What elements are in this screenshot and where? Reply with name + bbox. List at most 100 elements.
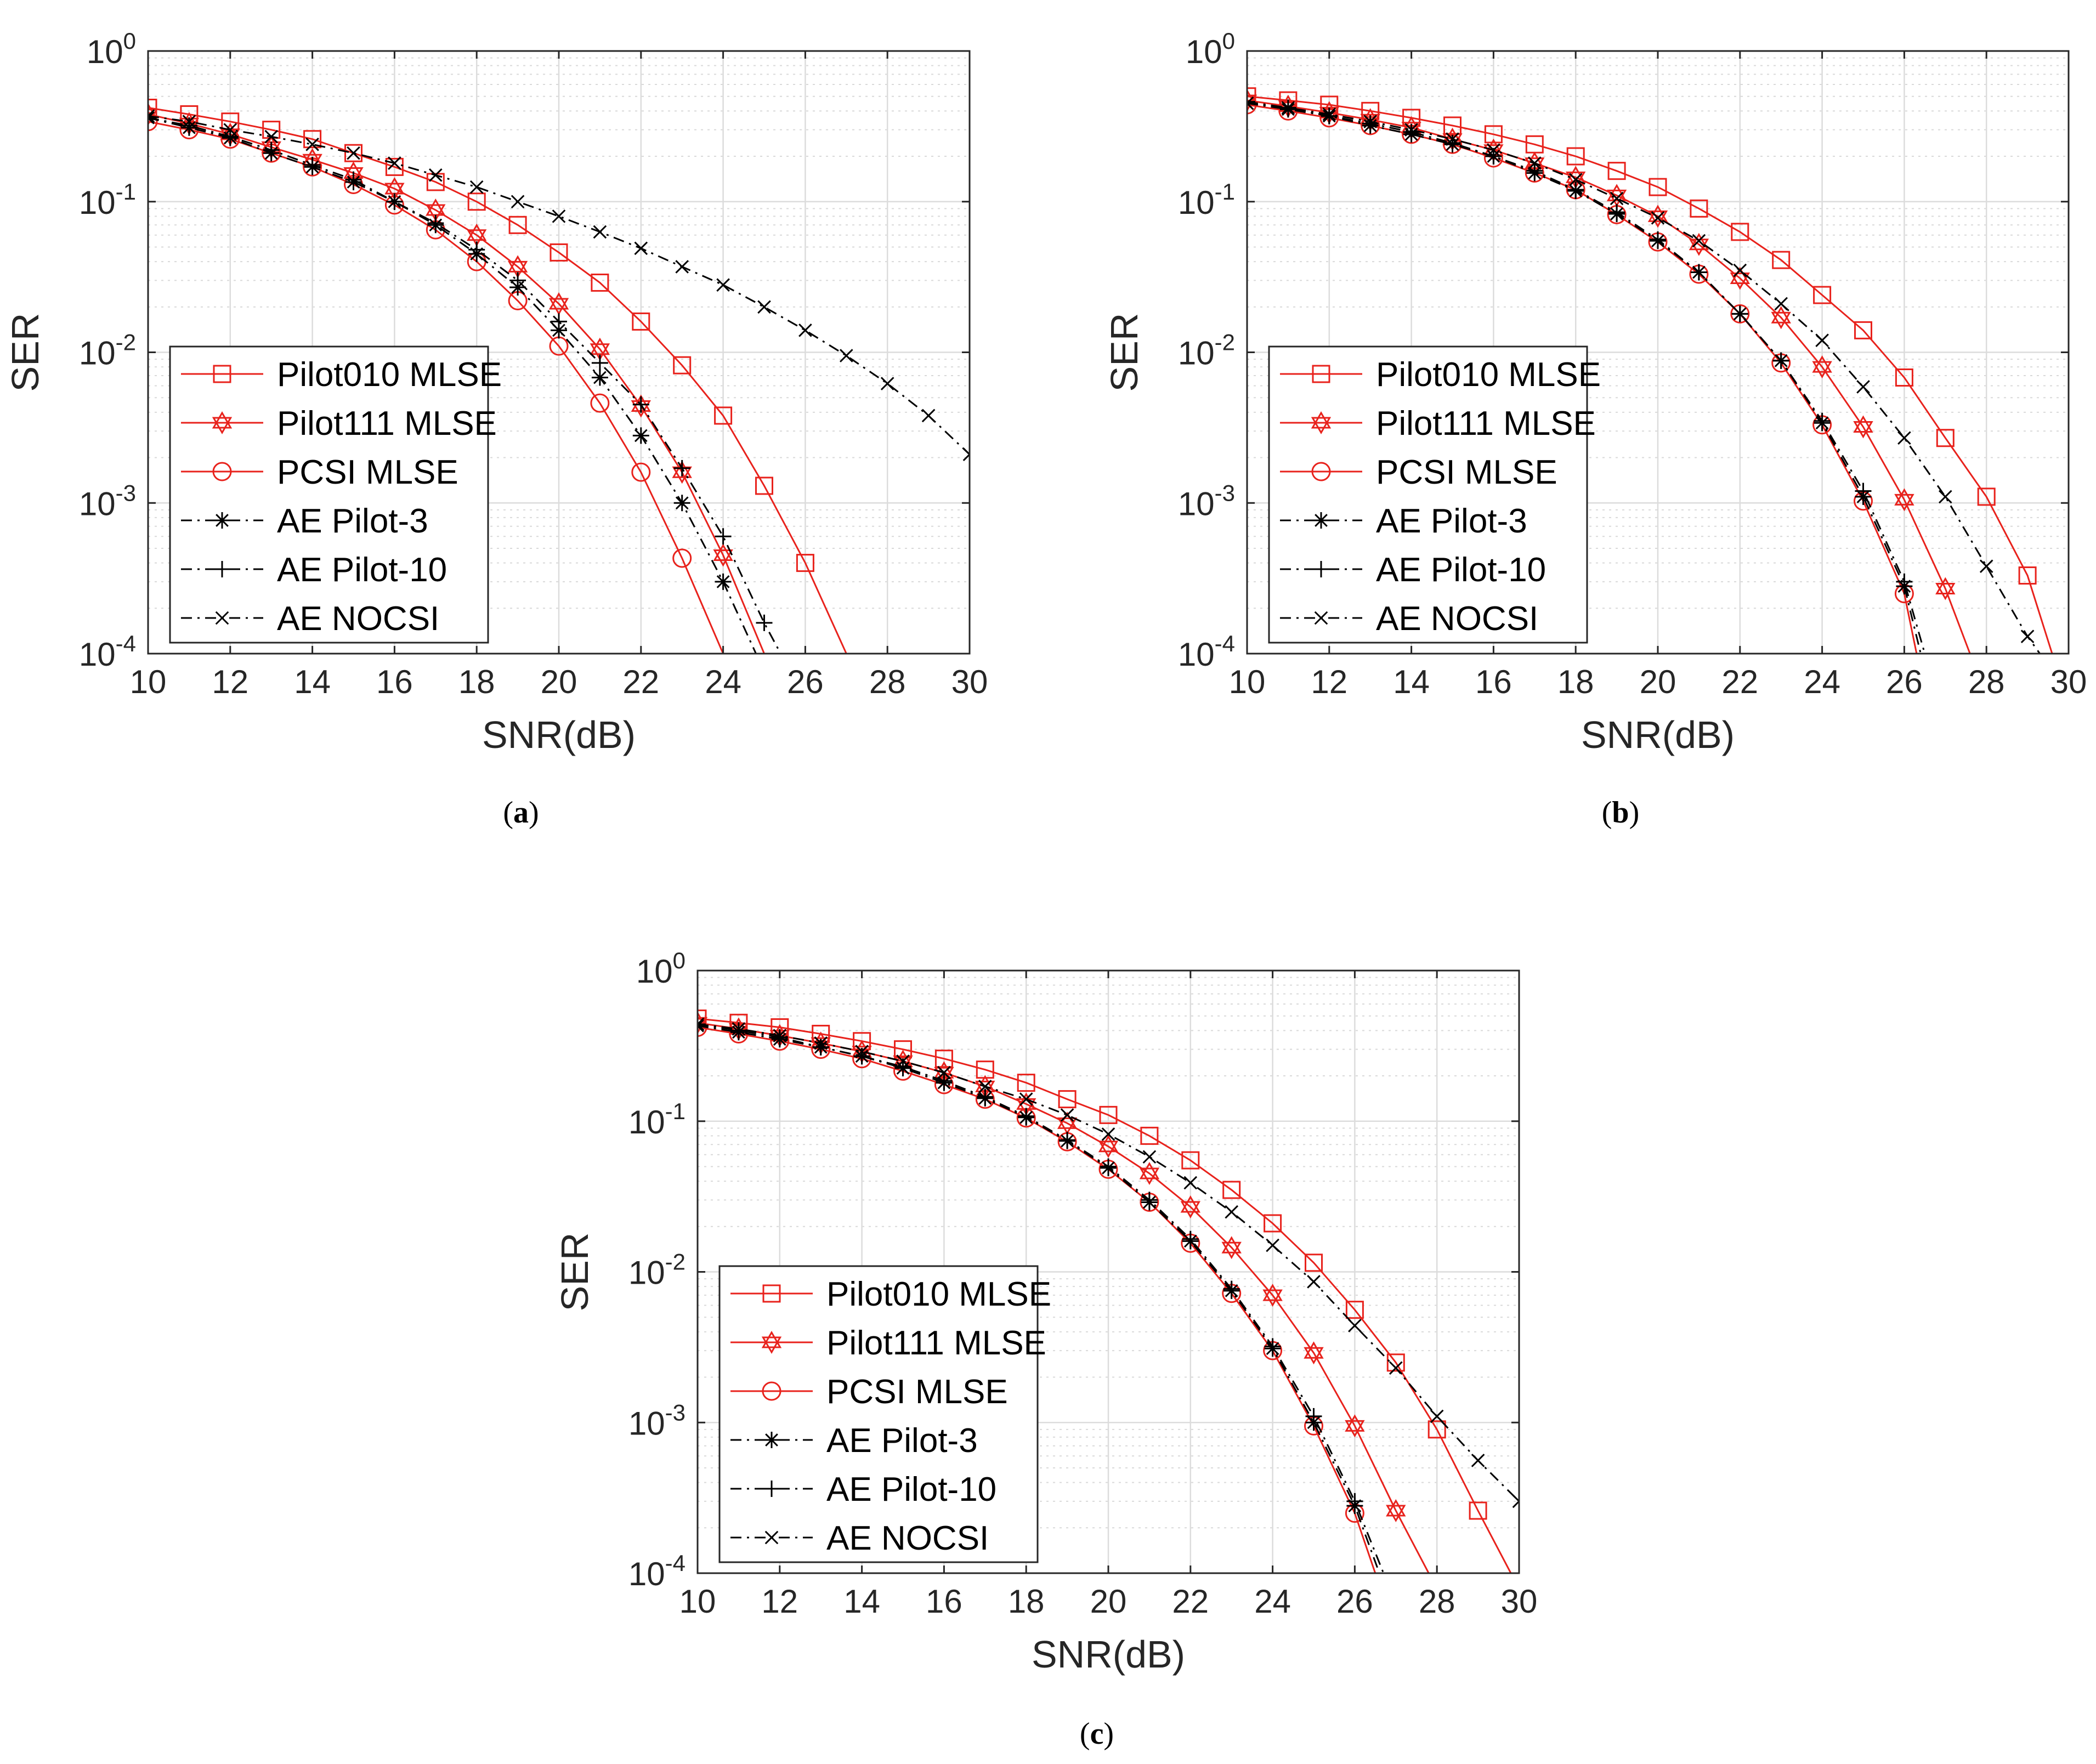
legend-label: AE Pilot-10 bbox=[277, 551, 447, 589]
data-point-x bbox=[798, 324, 812, 337]
data-point-x bbox=[305, 137, 319, 151]
legend-marker-x bbox=[764, 1530, 779, 1545]
legend-label: AE NOCSI bbox=[826, 1519, 989, 1557]
data-point-square bbox=[1936, 429, 1955, 447]
x-tick-label: 14 bbox=[1393, 663, 1430, 700]
data-point-square bbox=[591, 273, 609, 292]
data-point-star bbox=[467, 223, 487, 247]
data-point-plus bbox=[180, 117, 197, 134]
data-point-square bbox=[1140, 1126, 1159, 1145]
data-point-plus bbox=[1182, 1230, 1199, 1247]
legend-entry: AE Pilot-3 bbox=[181, 502, 428, 540]
legend-entry: AE NOCSI bbox=[1280, 600, 1538, 638]
data-point-square bbox=[1772, 251, 1791, 269]
legend-label: PCSI MLSE bbox=[826, 1373, 1008, 1411]
legend-label: AE Pilot-10 bbox=[826, 1471, 996, 1508]
panel-caption: (a) bbox=[503, 796, 539, 830]
legend-entry: AE NOCSI bbox=[181, 600, 439, 638]
data-point-plus bbox=[1526, 162, 1543, 179]
data-point-x bbox=[1446, 132, 1459, 146]
series-group bbox=[698, 1009, 1519, 1573]
data-point-x bbox=[855, 1045, 869, 1059]
data-point-x bbox=[1856, 380, 1870, 394]
data-point-square bbox=[1427, 1420, 1446, 1439]
data-point-x bbox=[1322, 107, 1336, 121]
data-point-plus bbox=[1772, 352, 1789, 369]
data-point-x bbox=[1363, 115, 1378, 129]
data-point-plus bbox=[345, 171, 362, 188]
legend: Pilot010 MLSE Pilot111 MLSE PCSI MLSE AE Pi… bbox=[718, 1265, 1051, 1563]
data-point-star bbox=[590, 337, 610, 361]
data-point-star bbox=[1853, 415, 1873, 439]
data-point-plus bbox=[148, 109, 156, 126]
data-point-square bbox=[1649, 178, 1667, 196]
x-tick-label: 28 bbox=[869, 663, 906, 700]
legend: Pilot010 MLSE Pilot111 MLSE PCSI MLSE AE Pi… bbox=[169, 345, 502, 644]
legend-label: AE Pilot-3 bbox=[826, 1422, 978, 1460]
data-point-square bbox=[550, 243, 568, 262]
data-point-x bbox=[1897, 431, 1911, 445]
data-point-star bbox=[1812, 355, 1832, 379]
data-point-star bbox=[1057, 1111, 1078, 1135]
data-point-plus bbox=[1223, 1280, 1240, 1297]
chart-panel-b: 10 12 14 16 18 20 22 24 26 28 30 100 10-1 10-2 10-3 10-… bbox=[1103, 28, 2087, 830]
data-point-plus bbox=[591, 354, 608, 371]
data-point-x bbox=[388, 156, 401, 170]
data-point-circle bbox=[590, 393, 610, 413]
legend-entry: Pilot010 MLSE bbox=[730, 1275, 1051, 1313]
legend-entry: PCSI MLSE bbox=[1280, 453, 1557, 491]
legend-entry: AE Pilot-10 bbox=[730, 1471, 996, 1508]
data-point-plus bbox=[1444, 134, 1461, 151]
data-point-square bbox=[1690, 199, 1708, 218]
data-point-x bbox=[1247, 96, 1254, 110]
data-point-x bbox=[698, 1017, 705, 1031]
x-tick-label: 28 bbox=[1419, 1583, 1455, 1620]
data-point-plus bbox=[1731, 305, 1748, 322]
data-point-x bbox=[511, 195, 525, 209]
data-point-asterisk bbox=[673, 495, 690, 512]
data-point-x bbox=[1183, 1176, 1198, 1190]
x-tick-label: 10 bbox=[1229, 663, 1266, 700]
x-tick-label: 14 bbox=[843, 1583, 880, 1620]
data-point-x bbox=[593, 225, 607, 239]
legend-label: Pilot010 MLSE bbox=[826, 1275, 1051, 1313]
data-point-plus bbox=[673, 460, 690, 477]
x-tick-label: 18 bbox=[1557, 663, 1594, 700]
data-point-plus bbox=[1567, 181, 1584, 198]
series-line bbox=[698, 1025, 1380, 1573]
x-tick-label: 22 bbox=[1721, 663, 1758, 700]
legend-entry: PCSI MLSE bbox=[181, 453, 458, 491]
x-tick-label: 12 bbox=[212, 663, 248, 700]
data-point-circle bbox=[631, 462, 651, 482]
y-tick-label: 10-3 bbox=[1178, 480, 1235, 522]
x-axis-label: SNR(dB) bbox=[1581, 713, 1735, 756]
y-tick-label: 10-4 bbox=[1178, 631, 1235, 673]
data-point-x bbox=[1938, 490, 1952, 504]
x-axis-label: SNR(dB) bbox=[1032, 1633, 1185, 1676]
legend-label: AE NOCSI bbox=[1376, 600, 1538, 638]
data-point-plus bbox=[1362, 115, 1379, 132]
data-point-plus bbox=[1608, 204, 1625, 221]
y-tick-label: 10-2 bbox=[79, 330, 136, 372]
y-axis-label: SER bbox=[553, 1233, 596, 1312]
data-point-plus bbox=[730, 1022, 747, 1039]
legend-entry: Pilot111 MLSE bbox=[1280, 405, 1596, 443]
y-tick-label: 10-1 bbox=[79, 179, 136, 221]
legend-entry: Pilot111 MLSE bbox=[181, 405, 497, 443]
data-point-x bbox=[757, 300, 771, 314]
legend-label: AE Pilot-3 bbox=[1376, 502, 1527, 540]
data-point-square bbox=[1058, 1090, 1077, 1109]
panel-caption: (b) bbox=[1602, 796, 1639, 830]
data-point-x bbox=[1225, 1205, 1239, 1219]
data-point-x bbox=[1348, 1319, 1362, 1332]
chart-panel-c: 10 12 14 16 18 20 22 24 26 28 30 100 10-1 10-2 10-3 10-… bbox=[553, 948, 1537, 1751]
legend-marker-asterisk bbox=[763, 1432, 780, 1448]
y-tick-label: 10-2 bbox=[628, 1249, 686, 1291]
data-point-x bbox=[896, 1054, 910, 1068]
data-point-star bbox=[1304, 1341, 1324, 1365]
x-tick-label: 22 bbox=[622, 663, 659, 700]
series-line bbox=[148, 117, 757, 654]
data-point-x bbox=[716, 278, 730, 292]
data-point-asterisk bbox=[632, 427, 649, 444]
